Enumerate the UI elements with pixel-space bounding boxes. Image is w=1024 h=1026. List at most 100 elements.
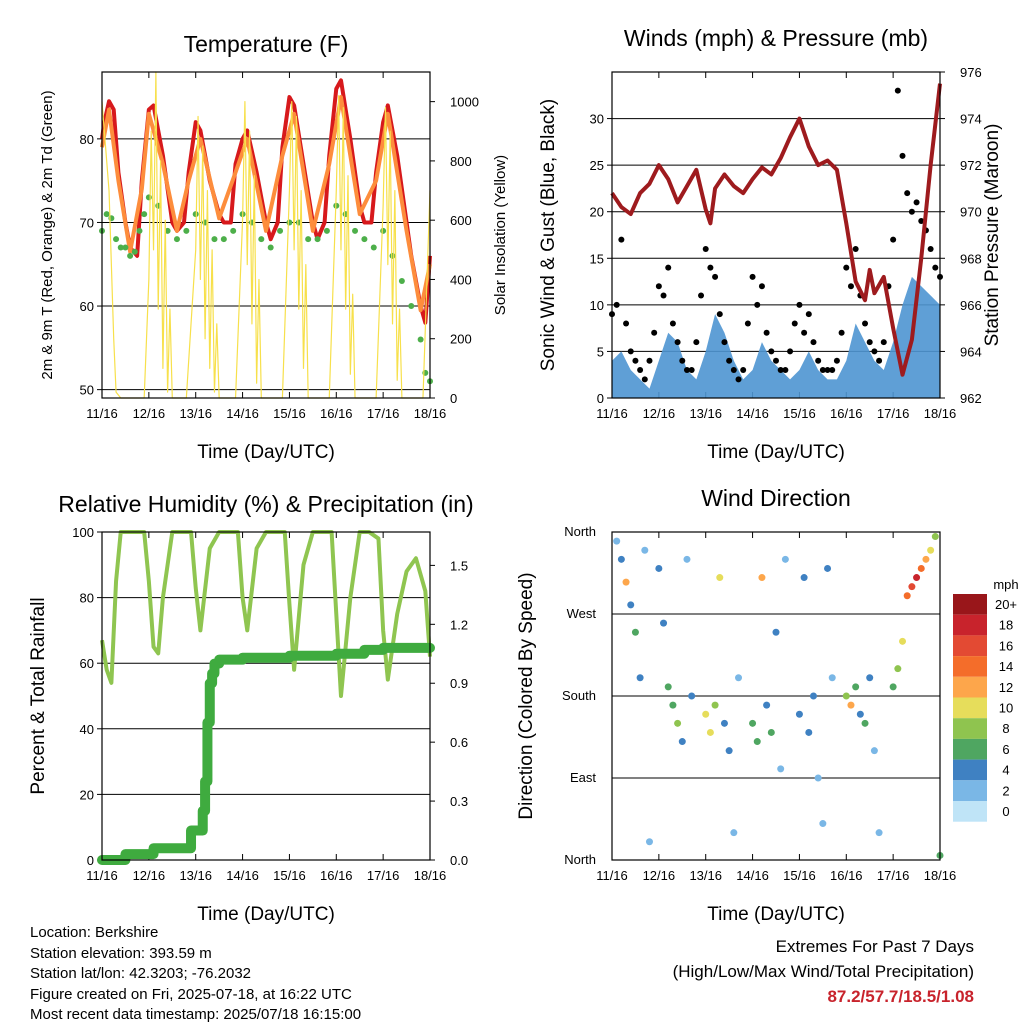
legend-swatch [953, 738, 987, 760]
y-tick-label: East [570, 770, 596, 785]
data-point [828, 674, 836, 682]
data-point [890, 236, 897, 243]
data-point [145, 194, 152, 201]
y-tick-label: 30 [590, 112, 604, 127]
data-point [674, 719, 682, 727]
data-point [688, 692, 696, 700]
data-point [712, 273, 719, 280]
data-point [660, 619, 668, 627]
data-point [908, 208, 915, 215]
x-tick-label: 13/16 [689, 868, 722, 883]
x-tick-label: 17/16 [877, 868, 910, 883]
x-tick-label: 18/16 [414, 868, 447, 883]
x-tick-label: 17/16 [877, 406, 910, 421]
data-point [870, 747, 878, 755]
data-point [702, 710, 710, 718]
y-tick-label: 20 [590, 205, 604, 220]
data-point [136, 227, 143, 234]
data-point [735, 376, 742, 383]
recent-text: Most recent data timestamp: 2025/07/18 1… [30, 1006, 362, 1023]
data-point [622, 578, 630, 586]
x-tick-label: 15/16 [273, 406, 306, 421]
series-line-1 [100, 530, 432, 698]
data-point [931, 533, 939, 541]
data-point [220, 236, 227, 243]
data-point [763, 701, 771, 709]
plot-area [99, 71, 433, 399]
y-axis-label: Sonic Wind & Gust (Blue, Black) [538, 99, 559, 371]
data-point [632, 357, 639, 364]
data-point [814, 774, 822, 782]
data-point [903, 592, 911, 600]
y2-tick-label: 0.9 [450, 676, 468, 691]
data-point [655, 283, 662, 290]
y2-tick-label: 962 [960, 391, 982, 406]
data-point [664, 683, 672, 691]
data-point [763, 329, 770, 336]
data-point [721, 339, 728, 346]
data-point [230, 227, 237, 234]
y-tick-label: 100 [72, 525, 94, 540]
data-point [164, 227, 171, 234]
y-tick-label: 40 [80, 722, 94, 737]
y2-tick-label: 800 [450, 154, 472, 169]
data-point [631, 628, 639, 636]
extremes-box: Extremes For Past 7 Days (High/Low/Max W… [673, 934, 974, 1009]
chart-panel-1: Temperature (F) Time (Day/UTC) 2m & 9m T (… [39, 31, 509, 463]
legend-swatch [953, 656, 987, 677]
data-point [758, 574, 766, 582]
data-point [173, 236, 180, 243]
chart-panel-3: Relative Humidity (%) & Precipitation (i… [28, 491, 474, 925]
data-point [370, 244, 377, 251]
data-point [380, 227, 387, 234]
x-tick-label: 15/16 [783, 868, 816, 883]
x-tick-label: 18/16 [414, 406, 447, 421]
data-point [323, 227, 330, 234]
x-tick-label: 17/16 [367, 868, 400, 883]
x-tick-label: 13/16 [689, 406, 722, 421]
data-point [683, 555, 691, 563]
y-tick-label: 25 [590, 158, 604, 173]
y2-tick-label: 970 [960, 205, 982, 220]
data-point [861, 719, 869, 727]
data-point [314, 236, 321, 243]
y-axis-label: Direction (Colored By Speed) [516, 572, 537, 819]
x-tick-label: 13/16 [179, 868, 212, 883]
data-point [819, 820, 827, 828]
station-info: Location: Berkshire Station elevation: 3… [30, 923, 361, 1026]
legend-swatch [953, 759, 987, 781]
data-point [787, 348, 794, 355]
y-tick-label: 60 [80, 656, 94, 671]
data-point [408, 303, 415, 310]
data-point [777, 765, 785, 773]
y2-tick-label: 0.3 [450, 794, 468, 809]
legend-swatch [953, 801, 987, 822]
data-point [645, 838, 653, 846]
y-tick-label: 80 [80, 132, 94, 147]
data-point [613, 301, 620, 308]
data-point [725, 747, 733, 755]
x-tick-label: 14/16 [226, 868, 259, 883]
x-axis-label: Time (Day/UTC) [197, 904, 335, 925]
data-point [876, 357, 883, 364]
data-point [192, 211, 199, 218]
legend-label: 16 [999, 638, 1013, 653]
data-point [735, 674, 743, 682]
data-point [768, 348, 775, 355]
data-point [899, 152, 906, 159]
data-point [833, 357, 840, 364]
y2-tick-label: 976 [960, 65, 982, 80]
x-tick-label: 16/16 [320, 406, 353, 421]
data-point [749, 273, 756, 280]
legend-label: 20+ [995, 597, 1017, 612]
chart-panel-2: Winds (mph) & Pressure (mb) Time (Day/UTC… [538, 25, 1003, 463]
data-point [698, 292, 705, 299]
data-point [932, 264, 939, 271]
data-point [824, 564, 832, 572]
data-point [131, 248, 138, 255]
data-point [117, 244, 124, 251]
legend-swatch [953, 718, 987, 739]
data-point [623, 320, 630, 327]
plot-frame [611, 71, 941, 399]
